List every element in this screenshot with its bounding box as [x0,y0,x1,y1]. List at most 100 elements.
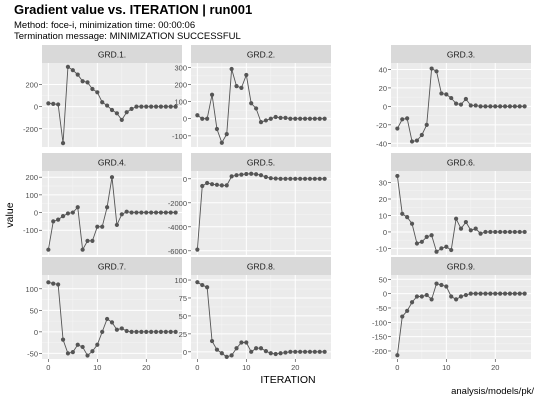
data-point [46,247,51,252]
data-point [173,329,178,334]
panel-background [391,275,531,359]
data-point [219,140,224,145]
data-point [288,176,293,181]
y-tick-label: 50 [179,312,187,321]
data-point [163,210,168,215]
data-point [468,103,473,108]
data-point [439,246,444,251]
data-point [75,342,80,347]
facet-strip [42,257,182,275]
y-axis-title: value [4,202,16,227]
data-point [200,282,205,288]
data-point [205,285,210,290]
facet-strip [391,153,531,171]
data-point [144,104,149,109]
data-point [163,104,168,109]
data-point [70,210,75,215]
data-point [56,217,61,222]
data-point [124,209,129,214]
data-point [65,64,71,69]
y-tick-label: -100 [172,132,187,141]
data-point [219,351,224,356]
data-point [444,244,449,249]
data-point [473,103,478,108]
data-point [483,104,488,109]
data-point [75,205,80,210]
y-tick-label: 0 [383,102,387,111]
data-point [317,176,322,181]
data-point [224,132,229,137]
data-point [522,104,527,109]
data-point [153,104,159,109]
data-point [317,116,322,121]
data-point [409,300,415,305]
data-point [322,116,327,121]
data-point [234,346,239,351]
data-point [173,104,178,109]
y-tick-label: 30 [379,179,387,188]
data-point [90,349,95,354]
data-point [493,229,498,235]
data-point [249,349,254,354]
data-point [283,350,288,355]
y-tick-label: 0 [183,348,187,357]
data-point [498,229,503,235]
y-tick-label: -2000 [168,199,187,208]
x-tick-label: 0 [395,363,399,372]
data-point [312,176,317,181]
data-point [522,229,527,235]
y-tick-label: 200 [25,173,38,182]
data-point [114,111,119,116]
data-point [502,104,508,109]
data-point [493,291,498,296]
data-point [298,349,303,354]
y-tick-label: 100 [25,285,38,294]
data-point [51,219,56,224]
data-point [429,233,434,238]
x-tick-label: 0 [195,363,199,372]
facet-strip [42,153,182,171]
data-point [458,226,464,231]
panel-background [191,171,331,255]
panel-background [391,171,531,255]
data-point [195,113,200,118]
data-point [195,280,200,285]
data-point [149,210,154,215]
data-point [258,120,264,125]
y-tick-label: 0 [383,290,387,299]
data-point [493,104,498,109]
data-point [224,354,229,359]
data-point [278,176,283,181]
data-point [444,284,449,289]
y-tick-label: 0 [183,175,187,184]
data-point [429,66,434,71]
data-point [163,329,168,334]
data-point [298,116,303,121]
data-point [254,172,259,177]
data-point [317,349,322,354]
data-point [234,84,239,89]
chart-subtitle-termination: Termination message: MINIMIZATION SUCCES… [14,31,241,42]
data-point [288,349,293,354]
data-point [258,346,264,351]
data-point [153,329,159,334]
data-point [60,213,66,219]
data-point [139,104,144,109]
data-point [80,79,85,84]
data-point [263,174,268,180]
data-point [244,340,249,345]
facet-strip-label: GRD.7. [98,262,126,272]
data-point [263,118,268,123]
data-point [268,351,273,356]
data-point [434,281,439,286]
data-point [468,291,473,296]
y-tick-label: 100 [174,98,187,107]
y-tick-label: -50 [27,349,38,358]
data-point [268,176,273,181]
data-point [195,247,200,252]
data-point [239,172,244,177]
data-point [119,117,124,123]
data-point [507,291,513,296]
y-tick-label: 75 [179,294,187,303]
data-point [100,100,105,105]
